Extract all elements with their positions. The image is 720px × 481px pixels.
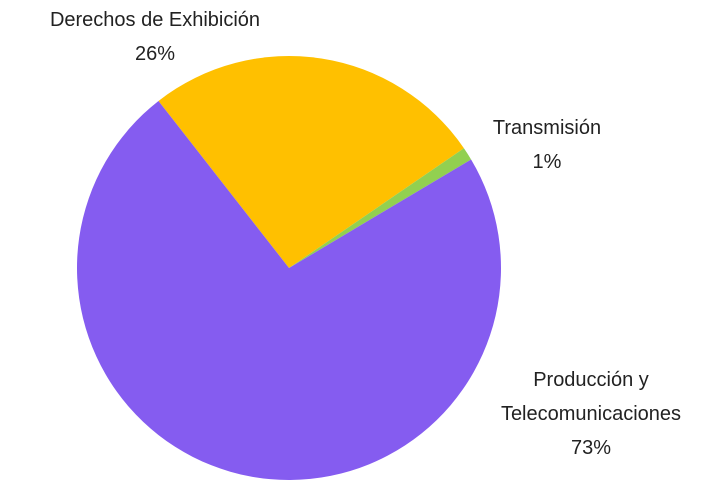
slice-label: Derechos de Exhibición 26% [0,3,315,71]
category-label: Derechos de Exhibición [49,9,261,31]
value-label: 1% [532,151,562,173]
value-label: 73% [570,437,612,459]
pie-slice [289,148,472,268]
category-label: Producción y Telecomunicaciones [500,369,682,425]
pie-slice [158,56,464,269]
slice-label: Producción y Telecomunicaciones 73% [464,363,719,465]
category-label: Transmisión [492,117,602,139]
pie-slice [77,100,502,481]
slice-label: Transmisión 1% [447,111,647,179]
value-label: 26% [134,43,176,65]
